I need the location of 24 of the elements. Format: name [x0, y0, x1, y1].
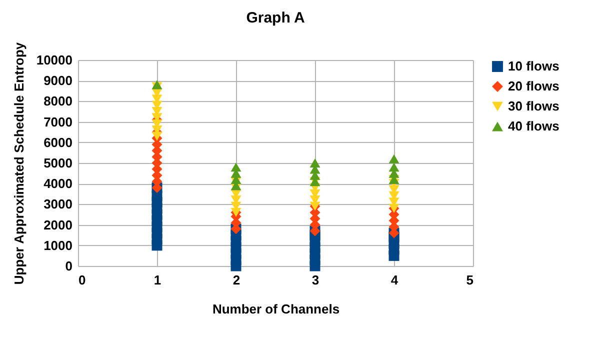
x-tick-label: 4 — [390, 272, 399, 288]
legend-label: 30 flows — [508, 98, 560, 114]
legend-label: 40 flows — [508, 118, 560, 134]
x-tick-label: 0 — [78, 272, 86, 288]
y-tick-label: 9000 — [44, 73, 72, 88]
y-axis-title: Upper Approximated Schedule Entropy — [11, 42, 26, 285]
y-tick-label: 6000 — [44, 134, 72, 150]
legend-label: 20 flows — [508, 78, 560, 94]
y-tick-label: 0 — [65, 258, 72, 274]
x-tick-label: 1 — [154, 272, 162, 288]
y-tick-label: 3000 — [44, 196, 72, 212]
x-tick-label: 5 — [466, 272, 474, 288]
y-tick-label: 10000 — [36, 52, 72, 68]
legend-label: 10 flows — [508, 58, 560, 74]
x-tick-label: 3 — [312, 272, 320, 288]
chart-title: Graph A — [246, 10, 305, 27]
x-axis-title: Number of Channels — [212, 302, 340, 316]
x-tick-label: 2 — [232, 272, 240, 288]
y-tick-label: 8000 — [44, 94, 72, 109]
y-tick-label: 1000 — [44, 238, 72, 253]
y-tick-label: 2000 — [44, 217, 72, 232]
y-tick-label: 5000 — [44, 156, 72, 170]
y-tick-label: 7000 — [44, 114, 72, 130]
y-tick-label: 4000 — [44, 176, 72, 192]
